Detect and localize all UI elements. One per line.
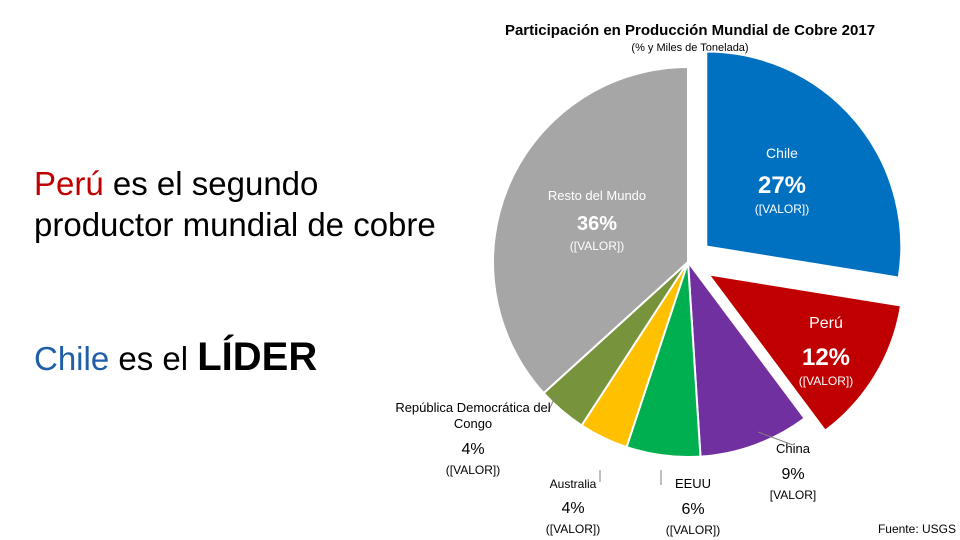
chart-title: Participación en Producción Mundial de C… (504, 22, 876, 39)
pie-slice-0 (705, 50, 903, 279)
slice-name-label-2: China (776, 441, 811, 456)
slice-value-label-0: ([VALOR]) (755, 202, 809, 216)
slice-value-label-5: ([VALOR]) (446, 463, 500, 477)
headline2-text: es el (109, 340, 198, 377)
slice-name-label-3: EEUU (675, 476, 711, 491)
headline2-emphasis: LÍDER (197, 335, 318, 379)
slice-pct-label-1: 12% (802, 344, 850, 371)
slice-name-label-6: Resto del Mundo (548, 188, 646, 203)
leader-line-2 (757, 431, 794, 446)
slice-pct-label-4: 4% (561, 500, 584, 517)
slice-pct-label-0: 27% (758, 172, 806, 199)
slice-name-label-1: Perú (809, 315, 843, 332)
slice-name-label-4: Australia (550, 477, 597, 491)
headline-peru: Perú es el segundo productor mundial de … (34, 163, 454, 245)
headline-chile: Chile es el LÍDER (34, 335, 317, 381)
slice-value-label-2: [VALOR] (770, 488, 816, 502)
leader-line-5 (547, 394, 557, 413)
slice-name-label-5-0: República Democrática del (395, 400, 550, 415)
headline2-country: Chile (34, 340, 110, 377)
pie-slice-1 (706, 273, 903, 433)
slice-name-label-0: Chile (766, 145, 798, 161)
headline-text: es el segundo productor mundial de cobre (34, 165, 436, 243)
slice-value-label-4: ([VALOR]) (546, 522, 600, 536)
source-note: Fuente: USGS (877, 522, 956, 536)
slice-name-label-5-1: Congo (454, 416, 492, 431)
headline-country: Perú (34, 165, 104, 202)
slice-pct-label-3: 6% (681, 501, 704, 518)
slice-value-label-6: ([VALOR]) (570, 239, 624, 253)
slice-value-label-3: ([VALOR]) (666, 523, 720, 537)
slice-pct-label-2: 9% (781, 466, 804, 483)
slice-pct-label-6: 36% (577, 213, 617, 235)
slice-pct-label-5: 4% (461, 441, 484, 458)
slice-value-label-1: ([VALOR]) (799, 374, 853, 388)
pie-slice-2 (686, 258, 807, 458)
pie-slice-6 (492, 65, 689, 395)
